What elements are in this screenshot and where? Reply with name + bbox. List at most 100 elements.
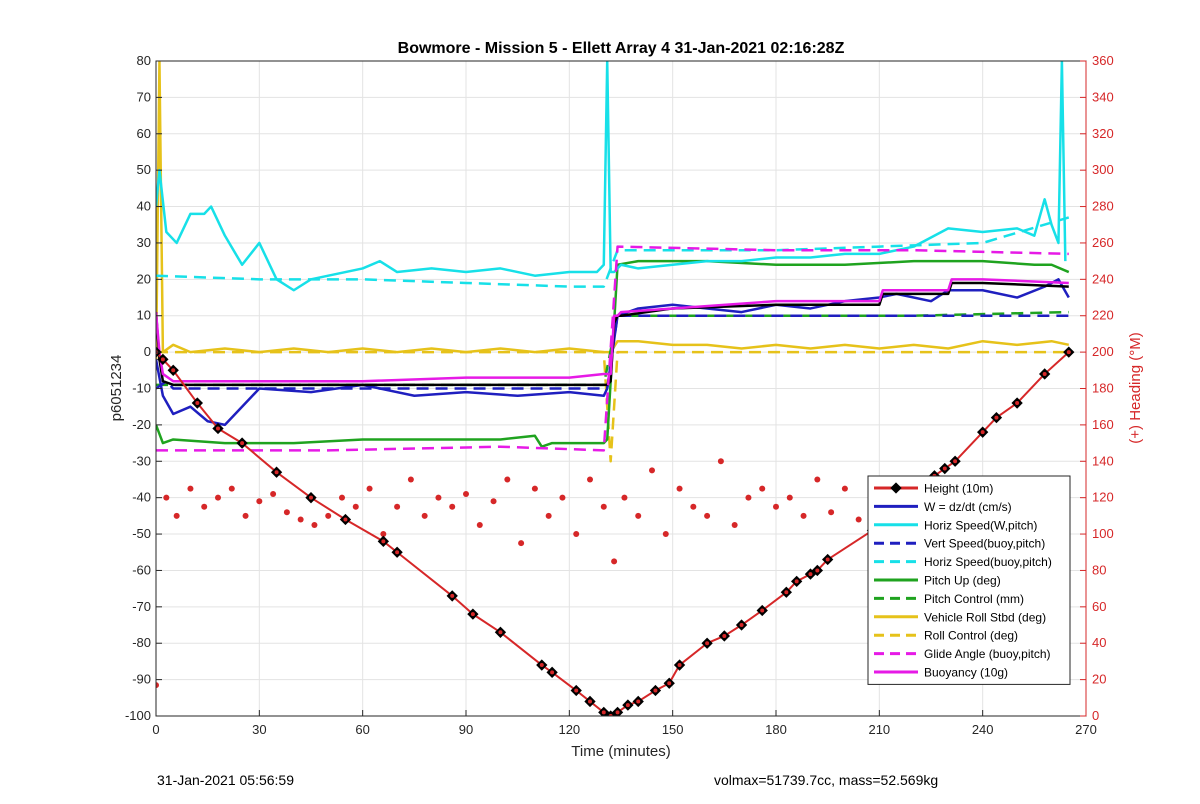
height-marker-dot (240, 441, 245, 446)
y-right-tick-label: 300 (1092, 162, 1114, 177)
heading-point (504, 476, 511, 483)
heading-point (676, 485, 683, 492)
y-left-tick-label: -80 (132, 635, 151, 650)
series-buoyancy-10g (156, 278, 1069, 383)
heading-point (531, 485, 538, 492)
y-left-tick-label: 30 (137, 235, 151, 250)
height-marker-dot (498, 630, 503, 635)
heading-point (283, 509, 290, 516)
heading-point (649, 467, 655, 474)
heading-point (621, 494, 628, 501)
height-marker-dot (601, 710, 606, 715)
height-marker-dot (653, 688, 658, 693)
height-marker (156, 346, 162, 358)
heading-point (156, 682, 159, 689)
height-marker-dot (381, 539, 386, 544)
x-tick-label: 240 (972, 722, 994, 737)
y-right-tick-label: 260 (1092, 235, 1114, 250)
y-axis-right-label: (+) Heading (°M) (1127, 332, 1144, 443)
x-tick-label: 30 (252, 722, 266, 737)
y-left-tick-label: -70 (132, 599, 151, 614)
heading-point (814, 476, 821, 483)
legend-label: Horiz Speed(buoy,pitch) (924, 555, 1052, 569)
y-left-tick-label: -40 (132, 490, 151, 505)
y-left-tick-label: 10 (137, 308, 151, 323)
y-right-tick-label: 140 (1092, 453, 1114, 468)
heading-point (759, 485, 766, 492)
y-right-tick-label: 340 (1092, 89, 1114, 104)
legend-label: Pitch Up (deg) (924, 574, 1001, 588)
height-marker-dot (574, 688, 579, 693)
y-left-tick-label: -60 (132, 562, 151, 577)
y-left-tick-label: 40 (137, 199, 151, 214)
footer-timestamp: 31-Jan-2021 05:56:59 (157, 772, 294, 788)
heading-point (421, 512, 428, 519)
heading-point (635, 512, 642, 519)
heading-point (717, 458, 724, 465)
legend-label: Roll Control (deg) (924, 629, 1018, 643)
y-left-tick-label: -90 (132, 672, 151, 687)
x-tick-label: 180 (765, 722, 787, 737)
y-right-tick-label: 360 (1092, 53, 1114, 68)
heading-point (352, 503, 359, 510)
heading-point (297, 516, 304, 523)
height-marker-dot (539, 663, 544, 668)
height-marker-dot (677, 663, 682, 668)
series-horiz-speed-buoy-pitch (156, 216, 1070, 288)
heading-point (841, 485, 848, 492)
y-right-tick-label: 200 (1092, 344, 1114, 359)
height-marker-dot (815, 568, 820, 573)
heading-point (173, 512, 180, 519)
heading-point (611, 558, 618, 565)
y-left-tick-label: 20 (137, 271, 151, 286)
x-axis-label: Time (minutes) (571, 743, 670, 760)
height-marker-dot (160, 357, 165, 362)
y-right-tick-label: 20 (1092, 672, 1106, 687)
x-tick-label: 120 (558, 722, 580, 737)
y-left-tick-label: 0 (144, 344, 151, 359)
legend-label: Vehicle Roll Stbd (deg) (924, 610, 1046, 624)
y-right-tick-label: 120 (1092, 490, 1114, 505)
x-tick-label: 210 (868, 722, 890, 737)
height-marker-dot (625, 703, 630, 708)
height-marker-dot (1015, 401, 1020, 406)
y-right-tick-label: 100 (1092, 526, 1114, 541)
series-line-roll-control-deg (156, 350, 1069, 463)
heading-point (559, 494, 566, 501)
heading-point (600, 503, 607, 510)
heading-point (380, 531, 387, 538)
y-right-tick-label: 320 (1092, 126, 1114, 141)
height-marker-dot (705, 641, 710, 646)
heading-point (394, 503, 401, 510)
y-right-tick-label: 40 (1092, 635, 1106, 650)
y-right-tick-label: 280 (1092, 199, 1114, 214)
heading-point (201, 503, 208, 510)
legend-marker (890, 482, 902, 494)
height-marker-dot (784, 590, 789, 595)
legend-label: Pitch Control (mm) (924, 592, 1024, 606)
ticks: 0 30 60 90 120 150 180 210 240 270-100-90-80-70-6… (125, 53, 1114, 737)
heading-point (215, 494, 221, 501)
heading-point (449, 503, 456, 510)
heading-point (187, 485, 194, 492)
heading-point (518, 540, 525, 547)
y-right-tick-label: 80 (1092, 562, 1106, 577)
heading-point (325, 512, 332, 519)
heading-point (690, 503, 697, 510)
series-line-buoyancy-10g (156, 278, 1069, 383)
height-marker-dot (953, 459, 958, 464)
series-glide-angle-buoy-pitch (156, 245, 1069, 452)
height-marker-dot (667, 681, 672, 686)
height-marker-dot (309, 495, 313, 500)
heading-point (786, 494, 793, 501)
series-pitch-up-deg (156, 259, 1070, 448)
y-left-tick-label: 60 (137, 126, 151, 141)
height-marker-dot (794, 579, 799, 584)
height-marker-dot (216, 426, 220, 431)
heading-point (800, 512, 807, 519)
series-line-glide-angle-buoy-pitch (156, 245, 1069, 452)
y-right-tick-label: 60 (1092, 599, 1106, 614)
heading-point (407, 476, 414, 483)
series-vbd-10-cc (156, 281, 1069, 387)
series-horiz-speed-w-pitch (156, 61, 1067, 292)
